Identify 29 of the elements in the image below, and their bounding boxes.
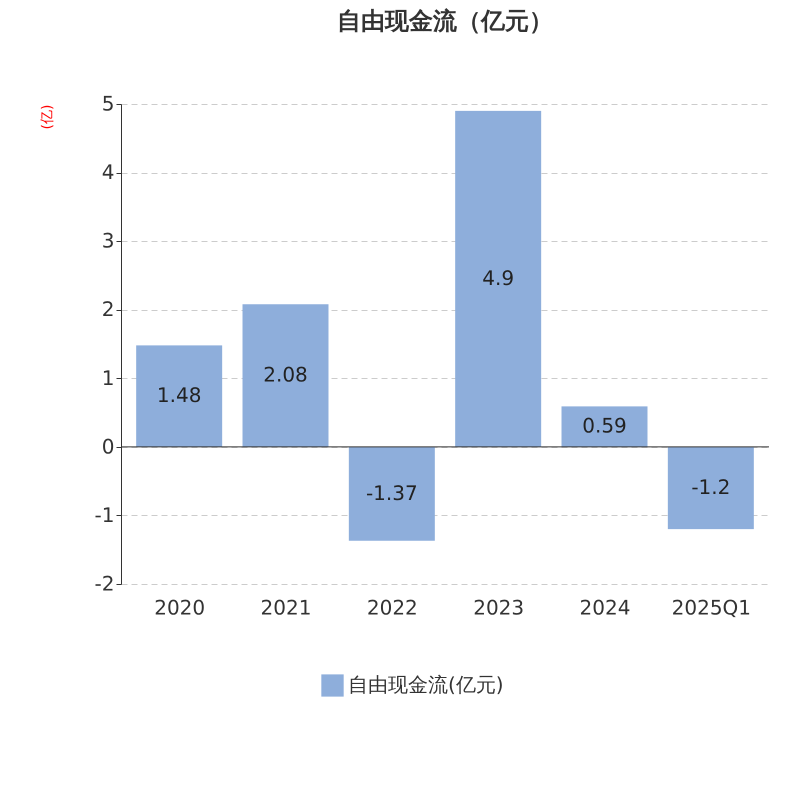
data-label: 2.08 [263, 362, 308, 387]
data-label: 0.59 [582, 414, 627, 438]
x-tick-label: 2021 [260, 596, 312, 620]
data-label: 1.48 [156, 383, 202, 408]
data-label: 4.9 [482, 266, 514, 290]
y-tick-label: 5 [102, 92, 114, 116]
y-tick-label: 0 [102, 434, 114, 458]
bar [348, 446, 435, 541]
data-label: -1.2 [691, 475, 730, 499]
x-tick-label: 2023 [473, 596, 524, 620]
legend-label: 自由现金流(亿元) [348, 672, 504, 696]
x-tick-label: 2025Q1 [672, 596, 752, 620]
bar [562, 406, 648, 447]
y-axis-title: (亿) [40, 104, 56, 130]
y-tick-label: 2 [102, 297, 114, 322]
bar [242, 304, 328, 447]
data-label: -1.37 [366, 480, 418, 505]
y-tick-label: 4 [102, 160, 114, 184]
y-tick-label: -1 [94, 502, 114, 527]
x-tick-label: 2022 [366, 596, 418, 620]
y-tick-label: 1 [102, 366, 114, 390]
chart-title: 自由现金流（亿元） [337, 7, 553, 35]
y-tick-label: -2 [94, 572, 114, 596]
x-tick-label: 2020 [154, 596, 206, 620]
bar [136, 345, 222, 447]
x-tick-label: 2024 [580, 596, 630, 620]
y-tick-label: 3 [102, 228, 114, 253]
bar [455, 110, 542, 447]
bar [668, 446, 754, 530]
